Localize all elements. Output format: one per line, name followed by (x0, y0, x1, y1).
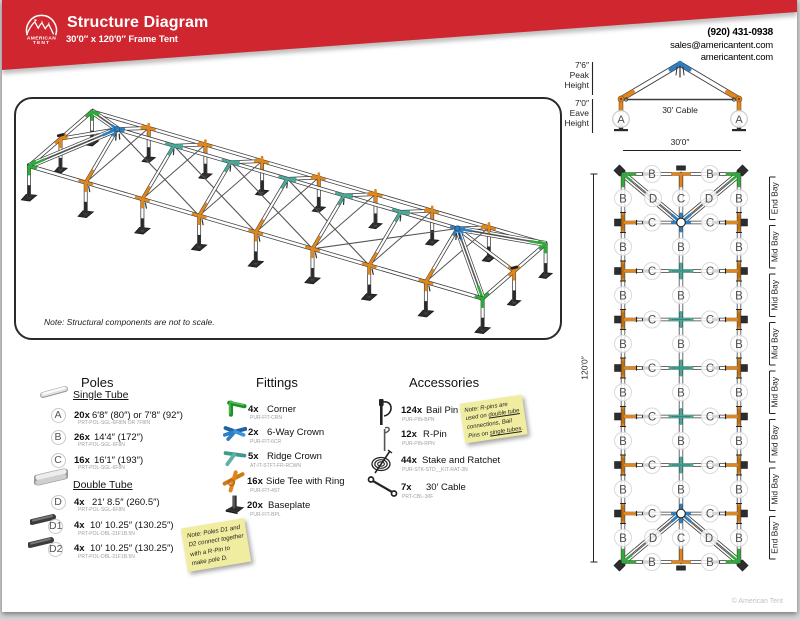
svg-text:Height: Height (564, 118, 589, 128)
svg-text:AMERICAN: AMERICAN (27, 35, 56, 41)
svg-text:C: C (648, 218, 656, 230)
svg-text:7′6″: 7′6″ (575, 60, 589, 70)
svg-text:30′0″: 30′0″ (671, 137, 690, 147)
svg-text:Mid Bay: Mid Bay (770, 473, 780, 504)
svg-text:B: B (677, 436, 685, 448)
svg-text:A: A (735, 114, 743, 126)
svg-text:B: B (619, 193, 627, 205)
svg-text:A: A (617, 114, 625, 126)
svg-text:C: C (706, 509, 714, 521)
svg-text:B: B (619, 387, 627, 399)
svg-text:Mid Bay: Mid Bay (770, 279, 780, 310)
svg-text:Note: Structural components ar: Note: Structural components are not to s… (44, 317, 215, 327)
svg-text:C: C (648, 460, 656, 472)
svg-text:Mid Bay: Mid Bay (770, 376, 780, 407)
svg-text:B: B (619, 242, 627, 254)
svg-text:B: B (619, 533, 627, 545)
svg-text:End Bay: End Bay (770, 521, 780, 554)
svg-text:C: C (677, 193, 685, 205)
svg-text:D: D (705, 533, 713, 545)
svg-text:B: B (619, 436, 627, 448)
svg-text:Mid Bay: Mid Bay (770, 328, 780, 359)
svg-text:End Bay: End Bay (770, 181, 780, 214)
svg-text:B: B (735, 339, 743, 351)
svg-text:C: C (706, 266, 714, 278)
svg-text:C: C (648, 266, 656, 278)
svg-text:B: B (735, 436, 743, 448)
svg-text:C: C (706, 412, 714, 424)
svg-text:TENT: TENT (33, 40, 50, 46)
svg-text:C: C (648, 315, 656, 327)
svg-text:B: B (619, 290, 627, 302)
svg-text:C: C (706, 460, 714, 472)
svg-text:C: C (648, 363, 656, 375)
svg-text:B: B (677, 290, 685, 302)
svg-text:C: C (706, 363, 714, 375)
svg-text:30′ Cable: 30′ Cable (662, 105, 698, 115)
svg-text:D: D (649, 193, 657, 205)
svg-text:B: B (735, 290, 743, 302)
svg-text:B: B (677, 339, 685, 351)
svg-text:120′0″: 120′0″ (580, 356, 590, 380)
svg-text:C: C (648, 412, 656, 424)
svg-text:C: C (706, 218, 714, 230)
svg-text:D: D (649, 533, 657, 545)
svg-text:D: D (705, 193, 713, 205)
svg-text:C: C (706, 315, 714, 327)
svg-text:Height: Height (564, 80, 589, 90)
svg-text:B: B (735, 242, 743, 254)
svg-text:B: B (735, 533, 743, 545)
svg-text:Mid Bay: Mid Bay (770, 231, 780, 262)
svg-text:B: B (677, 387, 685, 399)
svg-text:B: B (735, 193, 743, 205)
svg-text:B: B (619, 339, 627, 351)
svg-text:B: B (706, 169, 714, 181)
svg-text:C: C (677, 533, 685, 545)
svg-text:Eave: Eave (570, 108, 590, 118)
svg-text:7′0″: 7′0″ (575, 98, 589, 108)
svg-text:B: B (648, 169, 656, 181)
svg-text:B: B (706, 557, 714, 569)
svg-text:B: B (677, 242, 685, 254)
svg-text:B: B (619, 484, 627, 496)
svg-text:C: C (648, 509, 656, 521)
svg-text:B: B (648, 557, 656, 569)
svg-text:B: B (677, 484, 685, 496)
svg-text:Mid Bay: Mid Bay (770, 425, 780, 456)
svg-text:B: B (735, 484, 743, 496)
svg-text:B: B (735, 387, 743, 399)
svg-text:Peak: Peak (570, 70, 590, 80)
